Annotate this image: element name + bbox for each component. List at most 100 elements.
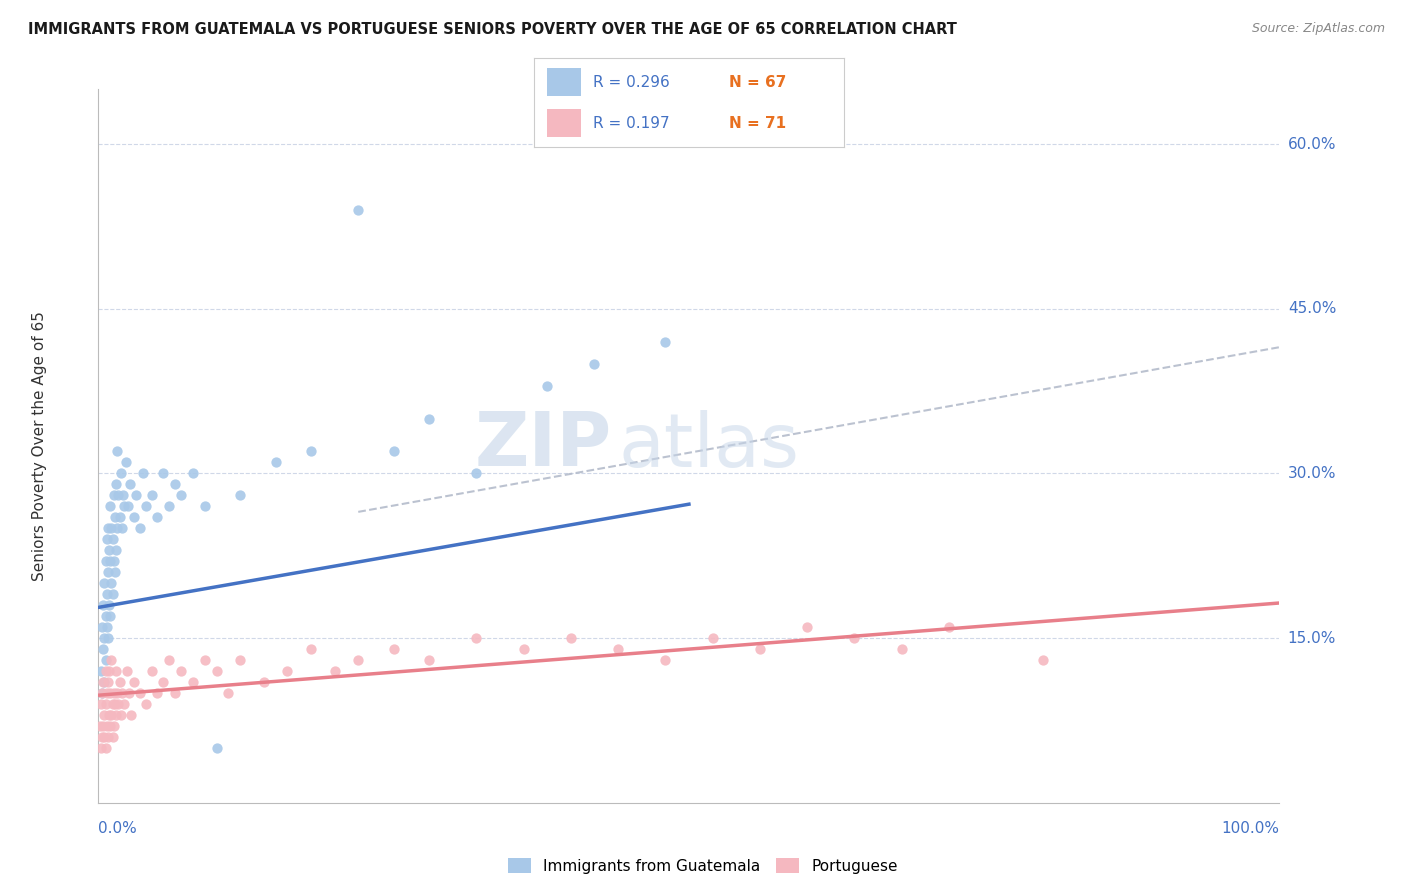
Point bbox=[105, 521, 128, 535]
Point bbox=[118, 686, 141, 700]
Point bbox=[157, 653, 180, 667]
Point bbox=[382, 642, 405, 657]
Point bbox=[104, 566, 127, 580]
Point bbox=[165, 686, 187, 700]
Point bbox=[98, 686, 121, 700]
Point bbox=[194, 653, 217, 667]
Point bbox=[654, 334, 676, 349]
Point bbox=[654, 653, 676, 667]
Text: 60.0%: 60.0% bbox=[1288, 136, 1336, 152]
Point bbox=[94, 664, 117, 678]
Point bbox=[94, 609, 117, 624]
Point bbox=[103, 488, 125, 502]
Point bbox=[94, 697, 117, 711]
Point bbox=[91, 620, 114, 634]
Point bbox=[98, 598, 121, 612]
Point bbox=[583, 357, 606, 371]
Point bbox=[105, 686, 128, 700]
Point bbox=[253, 675, 276, 690]
Point bbox=[890, 642, 912, 657]
Point bbox=[512, 642, 534, 657]
Point bbox=[170, 664, 193, 678]
Point bbox=[152, 467, 174, 481]
Point bbox=[117, 500, 139, 514]
Point bbox=[146, 510, 169, 524]
Point bbox=[97, 675, 120, 690]
Point bbox=[96, 719, 118, 733]
Point bbox=[465, 467, 488, 481]
Point bbox=[91, 686, 114, 700]
Point bbox=[105, 664, 128, 678]
Point bbox=[125, 488, 148, 502]
Point bbox=[103, 686, 125, 700]
Text: Source: ZipAtlas.com: Source: ZipAtlas.com bbox=[1251, 22, 1385, 36]
Point bbox=[101, 587, 124, 601]
Point bbox=[276, 664, 298, 678]
Point bbox=[110, 467, 132, 481]
Point bbox=[101, 730, 124, 744]
Point bbox=[111, 521, 134, 535]
Text: N = 71: N = 71 bbox=[730, 116, 786, 130]
Point bbox=[93, 631, 115, 645]
Point bbox=[181, 467, 204, 481]
Text: 30.0%: 30.0% bbox=[1288, 466, 1336, 481]
Point bbox=[93, 576, 115, 591]
Point bbox=[135, 500, 157, 514]
Point bbox=[135, 697, 157, 711]
Point bbox=[101, 533, 124, 547]
Point bbox=[90, 664, 112, 678]
Point bbox=[121, 708, 143, 723]
Point bbox=[108, 510, 131, 524]
Text: Seniors Poverty Over the Age of 65: Seniors Poverty Over the Age of 65 bbox=[32, 311, 46, 581]
Point bbox=[938, 620, 960, 634]
Point bbox=[120, 477, 142, 491]
Point bbox=[114, 455, 136, 469]
Point bbox=[101, 697, 124, 711]
Point bbox=[104, 510, 127, 524]
Point bbox=[702, 631, 724, 645]
Point bbox=[347, 653, 370, 667]
Point bbox=[181, 675, 204, 690]
Point bbox=[97, 631, 120, 645]
Point bbox=[141, 488, 163, 502]
Point bbox=[844, 631, 866, 645]
Point bbox=[205, 664, 228, 678]
Point bbox=[347, 202, 370, 217]
Point bbox=[465, 631, 488, 645]
Point bbox=[165, 477, 187, 491]
Point bbox=[146, 686, 169, 700]
Point bbox=[205, 740, 228, 755]
Point bbox=[98, 543, 121, 558]
Point bbox=[418, 653, 440, 667]
Point bbox=[115, 664, 138, 678]
Point bbox=[157, 500, 180, 514]
Point bbox=[111, 686, 134, 700]
Point bbox=[98, 719, 121, 733]
Point bbox=[96, 620, 118, 634]
Point bbox=[100, 521, 122, 535]
Point bbox=[132, 467, 155, 481]
Point bbox=[107, 488, 129, 502]
Point bbox=[194, 500, 217, 514]
Point bbox=[217, 686, 239, 700]
Text: R = 0.197: R = 0.197 bbox=[593, 116, 669, 130]
Point bbox=[560, 631, 582, 645]
Point bbox=[96, 533, 118, 547]
Point bbox=[108, 675, 131, 690]
Point bbox=[105, 543, 128, 558]
Point bbox=[418, 411, 440, 425]
Point bbox=[94, 740, 117, 755]
Point bbox=[93, 675, 115, 690]
Point bbox=[122, 675, 145, 690]
Point bbox=[128, 521, 150, 535]
Point bbox=[91, 686, 114, 700]
Point bbox=[98, 500, 121, 514]
Point bbox=[98, 609, 121, 624]
Point bbox=[323, 664, 346, 678]
Point bbox=[105, 708, 128, 723]
Text: ZIP: ZIP bbox=[475, 409, 612, 483]
Point bbox=[170, 488, 193, 502]
Point bbox=[264, 455, 287, 469]
Point bbox=[98, 664, 121, 678]
Point bbox=[229, 488, 252, 502]
